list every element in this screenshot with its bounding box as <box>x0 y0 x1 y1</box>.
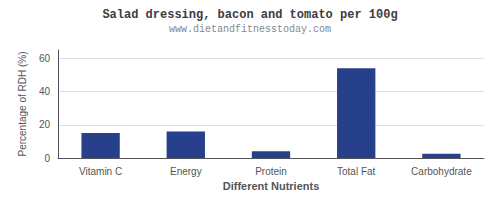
svg-text:www.dietandfitnesstoday.com: www.dietandfitnesstoday.com <box>169 24 331 35</box>
svg-text:Total Fat: Total Fat <box>337 166 376 177</box>
svg-text:Percentage of RDH (%): Percentage of RDH (%) <box>17 51 28 156</box>
svg-text:Energy: Energy <box>170 166 202 177</box>
svg-text:20: 20 <box>39 119 51 130</box>
svg-text:Protein: Protein <box>255 166 287 177</box>
svg-text:Salad dressing, bacon and toma: Salad dressing, bacon and tomato per 100… <box>102 8 397 22</box>
svg-text:0: 0 <box>44 153 50 164</box>
svg-text:Vitamin C: Vitamin C <box>79 166 122 177</box>
svg-text:Different Nutrients: Different Nutrients <box>223 180 320 192</box>
svg-text:60: 60 <box>39 53 51 64</box>
svg-text:Carbohydrate: Carbohydrate <box>411 166 472 177</box>
svg-text:40: 40 <box>39 86 51 97</box>
